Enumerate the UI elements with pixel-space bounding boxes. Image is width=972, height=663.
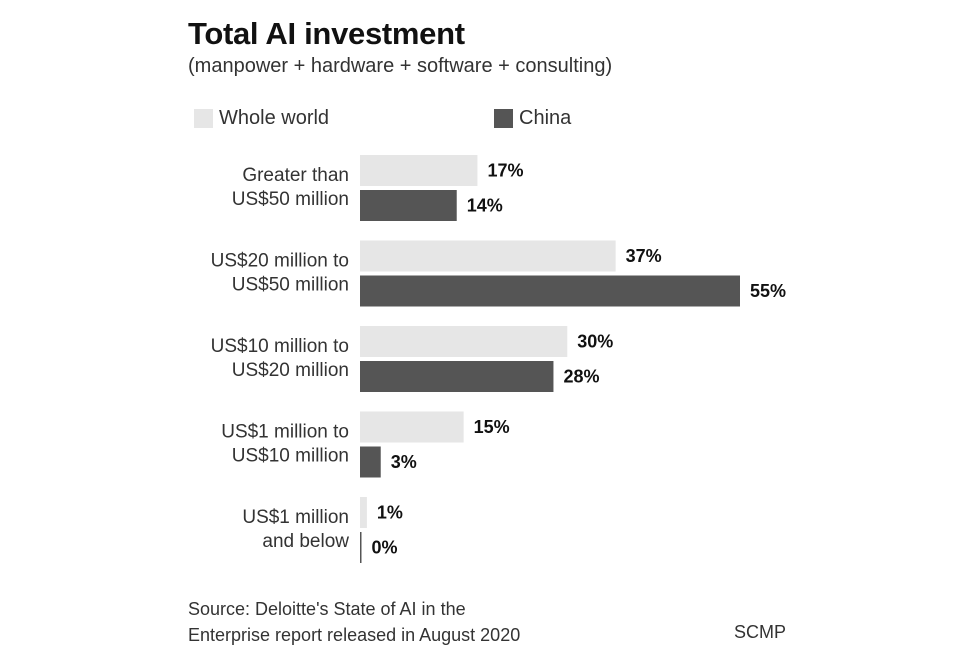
bar-whole-world — [360, 411, 464, 443]
bar-china — [360, 275, 740, 307]
legend-item-china: China — [494, 106, 571, 130]
category-label: US$20 million to — [211, 251, 349, 272]
source-note: Source: Deloitte's State of AI in the En… — [188, 596, 568, 648]
chart-title: Total AI investment — [188, 16, 465, 51]
data-label: 15% — [474, 417, 510, 437]
category-label: US$50 million — [232, 275, 349, 296]
source-line-2: Enterprise report released in August 202… — [188, 625, 521, 645]
data-label: 1% — [377, 503, 403, 523]
bar-whole-world — [360, 155, 478, 186]
category-label: US$1 million to — [221, 422, 349, 443]
category-label: US$50 million — [232, 189, 349, 210]
source-line-1: Source: Deloitte's State of AI in the — [188, 599, 466, 619]
legend-swatch-china — [494, 108, 513, 128]
data-label: 28% — [563, 367, 599, 387]
bar-china — [360, 532, 362, 563]
data-label: 17% — [487, 161, 523, 181]
category-label: US$20 million — [232, 360, 349, 381]
bar-whole-world — [360, 240, 616, 272]
legend-swatch-whole-world — [194, 108, 213, 128]
data-label: 14% — [467, 196, 503, 216]
credit-label: SCMP — [734, 622, 787, 642]
category-label: US$10 million — [232, 446, 349, 467]
bar-whole-world — [360, 497, 367, 528]
data-label: 3% — [391, 452, 417, 472]
bar-chart: Greater than US$50 million 17% 14% US$20 mil… — [211, 155, 786, 563]
data-label: 37% — [626, 246, 662, 266]
category-label: and below — [262, 531, 349, 552]
bar-whole-world — [360, 326, 568, 357]
chart-subtitle: (manpower + hardware + software + consul… — [188, 55, 613, 77]
data-label: 55% — [750, 281, 786, 301]
legend-label-whole-world: Whole world — [219, 106, 330, 129]
data-label: 0% — [372, 538, 398, 558]
legend-item-whole-world: Whole world — [194, 106, 329, 130]
bar-china — [360, 446, 381, 478]
data-label: 30% — [577, 332, 613, 352]
category-label: US$1 million — [242, 507, 349, 528]
category-label: US$10 million to — [211, 336, 349, 357]
category-label: Greater than — [242, 165, 349, 186]
legend-label-china: China — [519, 106, 572, 129]
bar-china — [360, 361, 554, 392]
bar-china — [360, 190, 457, 221]
